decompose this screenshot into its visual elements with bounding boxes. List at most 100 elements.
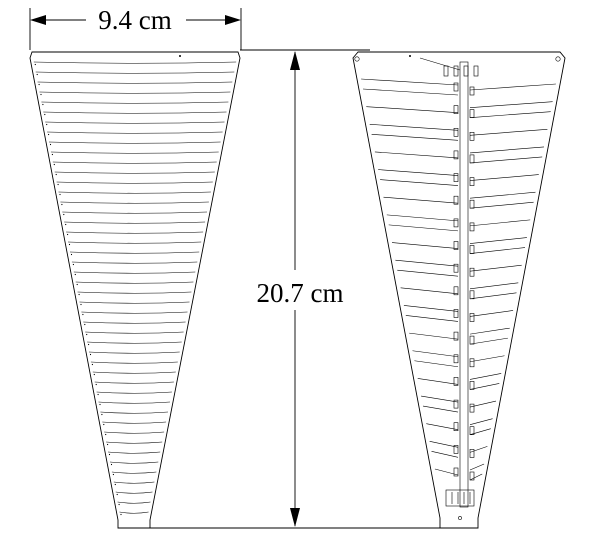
right-feed-tab bbox=[469, 86, 475, 96]
left-strip-via bbox=[99, 403, 101, 406]
right-feed-tab bbox=[469, 245, 475, 254]
left-strip bbox=[45, 121, 225, 124]
right-feed-tab bbox=[453, 128, 459, 137]
right-feed-tab bbox=[469, 471, 475, 481]
left-strip-via bbox=[97, 393, 99, 396]
right-feed-tab bbox=[453, 150, 459, 160]
width-arrow-right bbox=[225, 15, 241, 25]
left-strip bbox=[113, 481, 155, 484]
left-strip-via bbox=[57, 183, 59, 186]
left-strip bbox=[41, 101, 229, 104]
right-fin bbox=[469, 156, 543, 164]
right-fin bbox=[469, 310, 514, 317]
height-dimension: 20.7 cm bbox=[150, 49, 450, 529]
right-feed-tab bbox=[469, 403, 475, 413]
right-feed-tab bbox=[469, 313, 475, 322]
left-strip bbox=[54, 171, 215, 174]
right-antenna-outline bbox=[352, 51, 566, 529]
left-strip-via bbox=[82, 313, 84, 316]
left-strip bbox=[104, 431, 165, 434]
right-feed-tab bbox=[469, 222, 475, 232]
right-fin bbox=[366, 106, 459, 113]
left-strip-via bbox=[63, 213, 65, 216]
width-dimension: 9.4 cm bbox=[29, 5, 242, 50]
right-feed-tab bbox=[469, 267, 475, 277]
left-strip bbox=[33, 61, 237, 64]
right-fin bbox=[414, 360, 459, 368]
right-feed-tab bbox=[453, 218, 459, 228]
right-top-slot bbox=[473, 65, 479, 77]
right-fin bbox=[469, 292, 517, 300]
height-label-background bbox=[240, 270, 362, 310]
right-feed-tab bbox=[469, 199, 475, 209]
left-strip bbox=[85, 331, 184, 334]
left-strip-via bbox=[112, 473, 114, 476]
left-strip bbox=[39, 91, 231, 94]
right-top-diagonal bbox=[419, 57, 461, 71]
left-strip bbox=[35, 71, 235, 74]
left-strip-via bbox=[78, 293, 80, 296]
right-fin bbox=[469, 282, 519, 290]
right-bottom-hole bbox=[458, 516, 462, 520]
left-strip-via bbox=[74, 273, 76, 276]
right-feed-tab bbox=[469, 335, 475, 345]
right-feed-tab bbox=[469, 109, 475, 118]
right-feed-tab bbox=[453, 263, 459, 273]
left-strip bbox=[102, 421, 167, 424]
right-fin bbox=[391, 242, 459, 249]
left-strip-via bbox=[84, 323, 86, 326]
left-strip-via bbox=[89, 353, 92, 356]
right-feed-tab bbox=[469, 449, 475, 458]
left-strip bbox=[117, 501, 151, 504]
right-feed-tab bbox=[453, 331, 459, 341]
left-strip-via bbox=[48, 133, 50, 136]
right-feed-tab bbox=[453, 105, 459, 114]
left-antenna-strips bbox=[33, 61, 237, 516]
left-strip bbox=[106, 441, 163, 444]
left-strip-via bbox=[65, 223, 67, 226]
left-strip-via bbox=[51, 153, 54, 156]
left-strip-via bbox=[42, 103, 44, 106]
right-feed-tab bbox=[469, 154, 475, 164]
height-arrow-top bbox=[290, 51, 300, 70]
right-feed-tab bbox=[453, 399, 459, 409]
right-feed-tab bbox=[453, 241, 459, 250]
left-strip bbox=[119, 511, 149, 514]
left-strip-via bbox=[101, 413, 103, 416]
right-fin bbox=[469, 446, 488, 453]
left-strip-via bbox=[76, 283, 78, 286]
right-fin bbox=[469, 373, 502, 380]
right-fin bbox=[369, 123, 459, 131]
height-arrow-bottom bbox=[290, 508, 300, 527]
left-strip bbox=[77, 291, 192, 294]
left-strip bbox=[111, 471, 157, 474]
height-label: 20.7 cm bbox=[257, 278, 344, 308]
right-feed-tab bbox=[453, 309, 459, 318]
right-top-slot bbox=[463, 65, 469, 77]
left-strip bbox=[107, 451, 161, 454]
right-antenna bbox=[352, 51, 566, 529]
left-strip-via bbox=[118, 503, 120, 506]
left-strip-via bbox=[68, 243, 71, 246]
right-fin bbox=[469, 418, 493, 425]
right-feed-tab bbox=[453, 195, 459, 205]
left-antenna bbox=[29, 51, 241, 529]
right-fin bbox=[412, 350, 459, 358]
right-fin bbox=[469, 473, 483, 481]
left-strip bbox=[58, 191, 211, 194]
right-fin bbox=[469, 111, 551, 118]
left-strip bbox=[90, 361, 178, 364]
right-fin bbox=[403, 305, 459, 312]
left-strip-via bbox=[46, 123, 48, 126]
right-feed-tab bbox=[453, 422, 459, 432]
right-fin bbox=[469, 327, 510, 335]
right-fin bbox=[362, 88, 459, 96]
right-fin bbox=[469, 463, 485, 471]
left-strip bbox=[64, 221, 206, 224]
left-strip-via bbox=[93, 373, 95, 376]
right-fin bbox=[431, 451, 459, 458]
left-strip-via bbox=[67, 233, 69, 236]
left-strip bbox=[92, 371, 176, 374]
right-antenna-teeth bbox=[361, 57, 556, 481]
right-fin bbox=[386, 214, 459, 222]
